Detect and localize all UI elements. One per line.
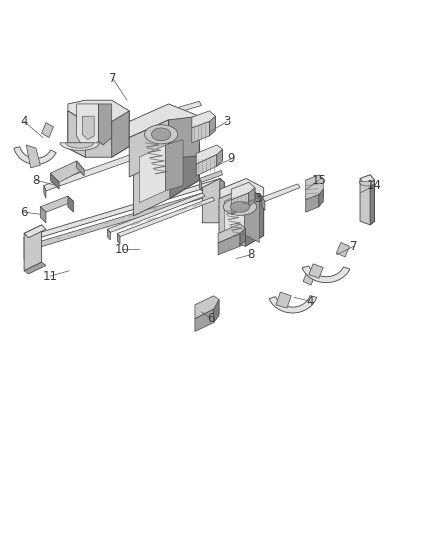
Polygon shape: [117, 233, 120, 244]
Polygon shape: [107, 229, 110, 240]
Polygon shape: [26, 145, 40, 168]
Polygon shape: [134, 134, 199, 216]
Polygon shape: [68, 100, 129, 122]
Polygon shape: [24, 237, 28, 262]
Polygon shape: [14, 147, 56, 165]
Polygon shape: [60, 143, 99, 150]
Polygon shape: [24, 188, 224, 251]
Polygon shape: [68, 196, 74, 212]
Polygon shape: [82, 116, 94, 140]
Polygon shape: [319, 189, 323, 207]
Polygon shape: [68, 111, 85, 157]
Text: 8: 8: [32, 174, 39, 187]
Text: 7: 7: [109, 72, 117, 85]
Polygon shape: [370, 175, 374, 225]
Text: 7: 7: [350, 240, 358, 253]
Polygon shape: [262, 197, 265, 211]
Polygon shape: [336, 243, 350, 257]
Polygon shape: [244, 192, 259, 243]
Polygon shape: [77, 104, 99, 149]
Polygon shape: [220, 179, 224, 223]
Text: 9: 9: [227, 152, 235, 165]
Polygon shape: [209, 116, 215, 136]
Polygon shape: [24, 225, 42, 271]
Polygon shape: [42, 123, 53, 138]
Text: 6: 6: [207, 312, 215, 325]
Polygon shape: [24, 262, 46, 274]
Polygon shape: [145, 125, 178, 144]
Polygon shape: [303, 271, 315, 285]
Polygon shape: [195, 296, 219, 319]
Polygon shape: [220, 179, 264, 198]
Text: 3: 3: [254, 192, 261, 205]
Polygon shape: [219, 188, 264, 246]
Polygon shape: [218, 233, 240, 255]
Polygon shape: [240, 228, 245, 246]
Text: 10: 10: [114, 243, 129, 256]
Text: 6: 6: [20, 206, 28, 219]
Text: 3: 3: [223, 115, 230, 128]
Polygon shape: [107, 193, 205, 232]
Polygon shape: [44, 154, 136, 191]
Polygon shape: [117, 197, 215, 237]
Polygon shape: [245, 188, 264, 246]
Polygon shape: [40, 196, 74, 212]
Text: 4: 4: [306, 295, 314, 308]
Polygon shape: [223, 198, 257, 215]
Polygon shape: [309, 264, 323, 278]
Polygon shape: [195, 309, 214, 332]
Polygon shape: [360, 175, 374, 184]
Polygon shape: [199, 171, 223, 182]
Polygon shape: [269, 296, 317, 313]
Polygon shape: [199, 179, 201, 191]
Polygon shape: [224, 192, 244, 244]
Polygon shape: [50, 161, 84, 182]
Text: 4: 4: [20, 115, 28, 128]
Polygon shape: [139, 145, 166, 203]
Text: 14: 14: [367, 179, 382, 192]
Text: 11: 11: [43, 270, 58, 282]
Polygon shape: [306, 195, 319, 212]
Polygon shape: [231, 193, 249, 214]
Polygon shape: [192, 111, 215, 128]
Polygon shape: [192, 122, 209, 143]
Polygon shape: [66, 143, 94, 148]
Polygon shape: [302, 266, 350, 282]
Text: 8: 8: [247, 248, 254, 261]
Polygon shape: [218, 224, 245, 243]
Polygon shape: [214, 300, 219, 322]
Polygon shape: [50, 173, 59, 189]
Polygon shape: [231, 182, 255, 200]
Polygon shape: [129, 122, 131, 138]
Polygon shape: [112, 111, 129, 157]
Polygon shape: [230, 201, 250, 212]
Polygon shape: [129, 104, 199, 138]
Polygon shape: [99, 104, 112, 145]
Polygon shape: [359, 181, 375, 186]
Polygon shape: [360, 175, 374, 225]
Polygon shape: [170, 134, 199, 198]
Polygon shape: [249, 188, 255, 207]
Polygon shape: [24, 179, 224, 241]
Polygon shape: [276, 292, 291, 308]
Polygon shape: [166, 140, 183, 191]
Polygon shape: [306, 175, 323, 200]
Polygon shape: [169, 116, 199, 159]
Polygon shape: [262, 184, 300, 201]
Polygon shape: [44, 185, 46, 198]
Polygon shape: [68, 111, 129, 157]
Polygon shape: [196, 155, 217, 176]
Polygon shape: [129, 120, 169, 177]
Polygon shape: [217, 149, 223, 166]
Polygon shape: [40, 207, 46, 223]
Polygon shape: [129, 101, 201, 126]
Polygon shape: [202, 179, 224, 223]
Polygon shape: [24, 225, 46, 238]
Polygon shape: [196, 145, 223, 164]
Text: 15: 15: [311, 174, 326, 187]
Polygon shape: [152, 128, 171, 141]
Polygon shape: [77, 161, 84, 176]
